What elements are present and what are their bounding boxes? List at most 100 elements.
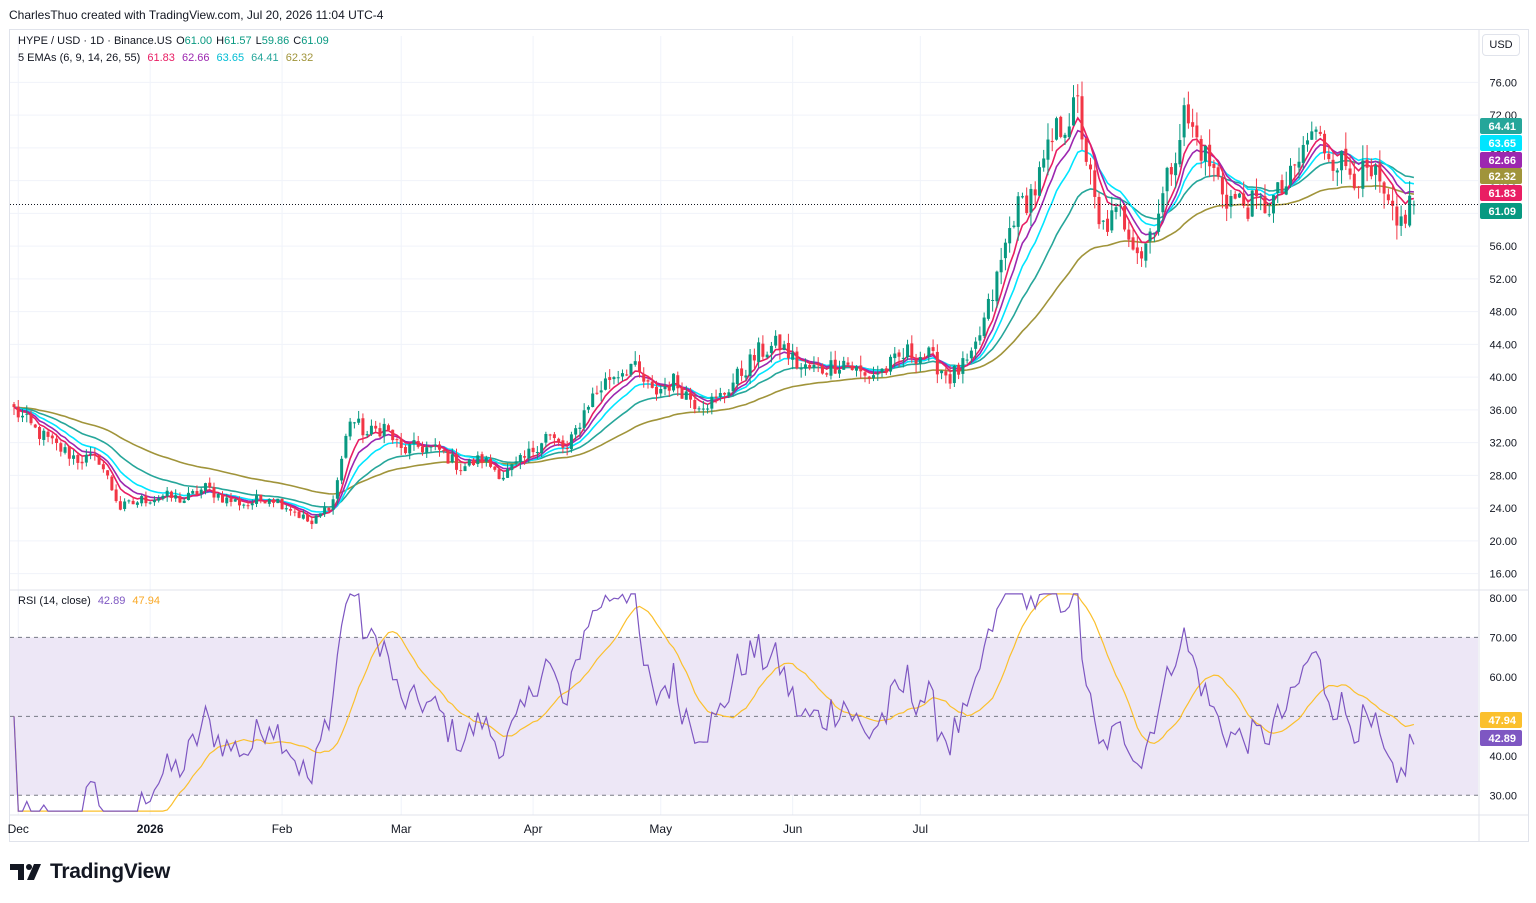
- candle-body: [816, 363, 820, 366]
- candle-body: [182, 500, 186, 503]
- candle-body: [331, 499, 335, 510]
- candle-body: [1391, 200, 1395, 206]
- candle-body: [1395, 206, 1399, 226]
- candle-body: [212, 487, 216, 498]
- candle-body: [1020, 196, 1024, 198]
- candle-body: [1186, 104, 1190, 124]
- candle-body: [731, 382, 735, 392]
- rsi-ma-value: 47.94: [132, 595, 160, 607]
- price-tick-label: 32.00: [1489, 438, 1517, 450]
- candle-body: [778, 334, 782, 350]
- candle-body: [1135, 247, 1139, 254]
- candle-body: [667, 385, 671, 391]
- candle-body: [1084, 138, 1088, 162]
- candle-body: [986, 298, 990, 319]
- candle-body: [1306, 140, 1310, 145]
- candle-body: [340, 458, 344, 481]
- candle-body: [1208, 144, 1212, 167]
- candle-body: [1140, 251, 1144, 259]
- candle-body: [420, 446, 424, 453]
- candle-body: [33, 424, 37, 428]
- candle-body: [408, 444, 412, 454]
- candle-body: [1327, 153, 1331, 160]
- rsi-value: 42.89: [97, 595, 126, 607]
- price-tag-layer: 64.41 63.65 62.66 62.32 61.83 61.09 47.94 42.89: [1480, 118, 1522, 746]
- candle-body: [1008, 228, 1012, 244]
- ema26-line: [13, 159, 1415, 508]
- candle-body: [135, 502, 139, 505]
- candle-body: [940, 370, 944, 374]
- candle-body: [195, 491, 199, 496]
- candle-body: [1174, 163, 1178, 176]
- candle-body: [982, 317, 986, 337]
- candle-body: [493, 466, 497, 470]
- candle-body: [646, 380, 650, 382]
- candle-body: [314, 515, 318, 524]
- candle-body: [1054, 118, 1058, 140]
- candle-body: [569, 434, 573, 450]
- candle-body: [1118, 205, 1122, 207]
- candle-body: [365, 434, 369, 436]
- candle-body: [1148, 231, 1152, 242]
- time-tick-label: Dec: [8, 822, 29, 836]
- candle-body: [174, 495, 178, 499]
- rsi-line: [13, 592, 1415, 812]
- candle-body: [425, 447, 429, 453]
- candle-body: [297, 511, 301, 518]
- candle-body: [727, 392, 731, 397]
- candle-body: [46, 431, 50, 437]
- ema9-value: 62.66: [181, 52, 210, 64]
- candle-body: [1127, 229, 1131, 240]
- ema55-value: 62.32: [285, 52, 314, 64]
- candle-body: [740, 368, 744, 376]
- candle-body: [948, 374, 952, 384]
- price-tag-bg: [1480, 118, 1522, 134]
- candle-body: [910, 343, 914, 359]
- candle-body: [637, 361, 641, 373]
- low-label: L: [255, 35, 262, 47]
- candle-body: [1246, 207, 1250, 219]
- candle-body: [710, 396, 714, 409]
- time-tick-label: May: [649, 822, 672, 836]
- candle-body: [123, 501, 127, 509]
- candle-body: [1097, 196, 1101, 225]
- candle-body: [1225, 194, 1229, 209]
- currency-button[interactable]: USD: [1482, 34, 1520, 56]
- ema14-line: [13, 149, 1415, 513]
- candle-body: [748, 354, 752, 376]
- candle-body: [144, 495, 148, 504]
- candle-body: [1284, 186, 1288, 195]
- candle-body: [21, 415, 25, 418]
- candle-body: [931, 347, 935, 351]
- candle-body: [633, 361, 637, 365]
- ema9-line: [13, 129, 1414, 516]
- candle-body: [459, 470, 463, 472]
- candle-body: [472, 459, 476, 466]
- candle-body: [352, 422, 356, 424]
- symbol-legend[interactable]: HYPE / USD · 1D · Binance.US O61.00 H61.57…: [18, 35, 333, 47]
- candle-body: [1016, 196, 1020, 227]
- rsi-label: RSI (14, close): [18, 595, 91, 607]
- open-value: 61.00: [184, 35, 213, 47]
- candle-body: [259, 494, 263, 500]
- candle-body: [854, 366, 858, 371]
- candle-body: [1212, 163, 1216, 168]
- candle-body: [599, 390, 603, 393]
- price-tag-bg: [1480, 185, 1522, 201]
- candle-body: [629, 363, 633, 375]
- candle-body: [850, 365, 854, 371]
- candle-body: [480, 454, 484, 463]
- tradingview-logo[interactable]: TradingView: [10, 860, 170, 884]
- rsi-band-layer: [10, 636, 1478, 796]
- candle-body: [1101, 220, 1105, 222]
- rsi-legend[interactable]: RSI (14, close) 42.89 47.94: [18, 595, 164, 607]
- candle-body: [1191, 122, 1195, 127]
- symbol-name: HYPE / USD · 1D · Binance.US: [18, 35, 173, 47]
- candle-body: [965, 359, 969, 361]
- ema-legend[interactable]: 5 EMAs (6, 9, 14, 26, 55) 61.83 62.66 63…: [18, 52, 317, 64]
- candle-body: [842, 360, 846, 370]
- candle-body: [714, 396, 718, 398]
- candle-body: [782, 344, 786, 350]
- candle-body: [846, 362, 850, 365]
